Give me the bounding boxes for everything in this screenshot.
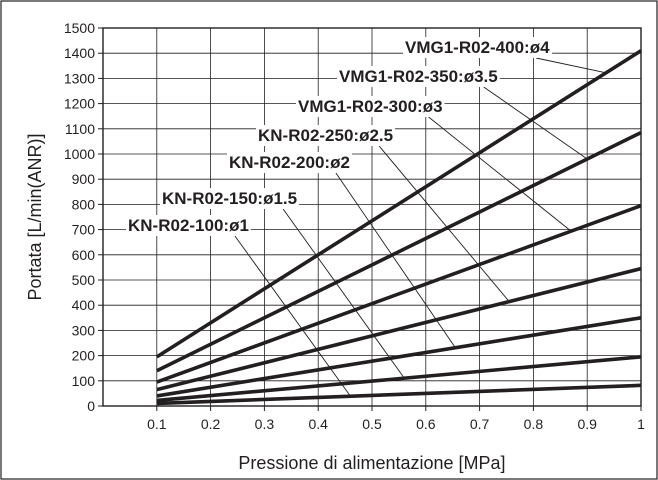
y-tick-label: 1000 xyxy=(64,146,95,162)
y-tick-label: 200 xyxy=(72,348,96,364)
y-tick-label: 600 xyxy=(72,247,96,263)
x-tick-label: 0.7 xyxy=(470,416,490,432)
leader-line xyxy=(483,86,588,160)
series-label-bg xyxy=(227,152,352,173)
series-label-bg xyxy=(296,96,445,117)
x-tick-label: 1 xyxy=(637,416,645,432)
series-line-1 xyxy=(156,383,642,406)
series-label-7: VMG1-R02-400:ø4 xyxy=(405,38,550,57)
series-line-3 xyxy=(156,316,642,398)
series-label-2: KN-R02-150:ø1.5 xyxy=(162,189,297,208)
series-label-6: VMG1-R02-350:ø3.5 xyxy=(339,67,498,86)
leader-line xyxy=(378,145,510,302)
leader-line xyxy=(335,172,456,348)
leader-line xyxy=(234,235,351,397)
series-label-3: KN-R02-200:ø2 xyxy=(229,153,350,172)
x-tick-label: 0.5 xyxy=(362,416,382,432)
y-tick-label: 1200 xyxy=(64,96,95,112)
y-tick-label: 900 xyxy=(72,171,96,187)
leader-line xyxy=(536,57,607,74)
series-label-4: KN-R02-250:ø2.5 xyxy=(258,126,393,145)
y-tick-label: 0 xyxy=(87,398,95,414)
y-tick-label: 1400 xyxy=(64,45,95,61)
series-line-4 xyxy=(156,266,642,392)
series-label-bg xyxy=(256,125,396,146)
series-labels: KN-R02-100:ø1 KN-R02-150:ø1.5 KN-R02-200:ø… xyxy=(126,37,553,236)
series-label-5: VMG1-R02-300:ø3 xyxy=(298,97,443,116)
y-tick-label: 500 xyxy=(72,272,96,288)
series-line-5 xyxy=(156,203,642,384)
y-tick-label: 1100 xyxy=(65,121,95,137)
series-lines xyxy=(155,49,642,406)
series-label-1: KN-R02-100:ø1 xyxy=(128,216,249,235)
y-tick-label: 1300 xyxy=(64,70,95,86)
x-tick-label: 0.2 xyxy=(201,416,221,432)
x-tick-label: 0.8 xyxy=(524,416,544,432)
leader-line xyxy=(428,116,572,232)
leader-lines xyxy=(234,57,607,397)
x-tick-label: 0.1 xyxy=(147,416,167,432)
y-tick-label: 800 xyxy=(72,196,96,212)
x-tick-label: 0.4 xyxy=(308,416,328,432)
y-tick-label: 300 xyxy=(72,322,96,338)
x-tick-label: 0.6 xyxy=(416,416,436,432)
series-line-2 xyxy=(156,355,642,403)
y-tick-label: 400 xyxy=(72,297,96,313)
y-tick-label: 700 xyxy=(72,222,96,238)
series-label-bg xyxy=(403,37,553,58)
series-label-bg xyxy=(126,215,251,236)
y-tick-label: 1500 xyxy=(64,20,95,36)
y-tick-label: 100 xyxy=(72,373,96,389)
series-label-bg xyxy=(160,188,300,209)
x-tick-label: 0.9 xyxy=(577,416,597,432)
x-axis-title: Pressione di alimentazione [MPa] xyxy=(238,453,505,473)
series-line-6 xyxy=(156,130,642,373)
ticks: 0.1 0.2 0.3 0.4 0.5 0.6 0.7 0.8 0.9 1 0 100 200 300 40… xyxy=(64,20,645,432)
leader-line xyxy=(282,208,405,379)
series-label-bg xyxy=(337,66,500,87)
x-tick-label: 0.3 xyxy=(255,416,275,432)
series-line-7 xyxy=(155,49,642,359)
y-axis-title: Portata [L/min(ANR)] xyxy=(25,133,45,300)
